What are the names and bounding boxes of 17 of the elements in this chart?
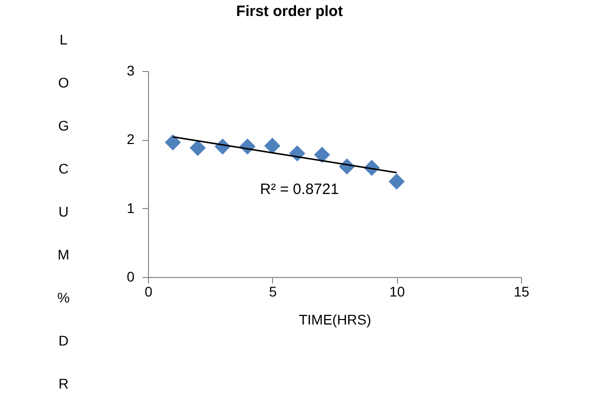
x-tick-label: 0 [144,284,153,300]
point [388,173,405,190]
y-tick-label: 0 [126,268,135,284]
x-tick-label: 10 [389,284,406,300]
point [164,134,181,150]
x-tick-label: 5 [268,284,277,300]
x-axis-title: TIME(HRS) [298,312,372,328]
text: LOGCUM%DR [57,32,70,392]
chart-title: First order plot [236,3,343,20]
annotation: R² = 0.8721 [260,181,339,198]
y-tick-label: 2 [126,131,135,148]
point [314,146,330,163]
x-tick-label: 15 [514,284,530,300]
point [190,140,206,156]
y-tick-label: 3 [126,62,135,78]
point [264,138,280,154]
y-tick-label: 1 [126,200,135,216]
